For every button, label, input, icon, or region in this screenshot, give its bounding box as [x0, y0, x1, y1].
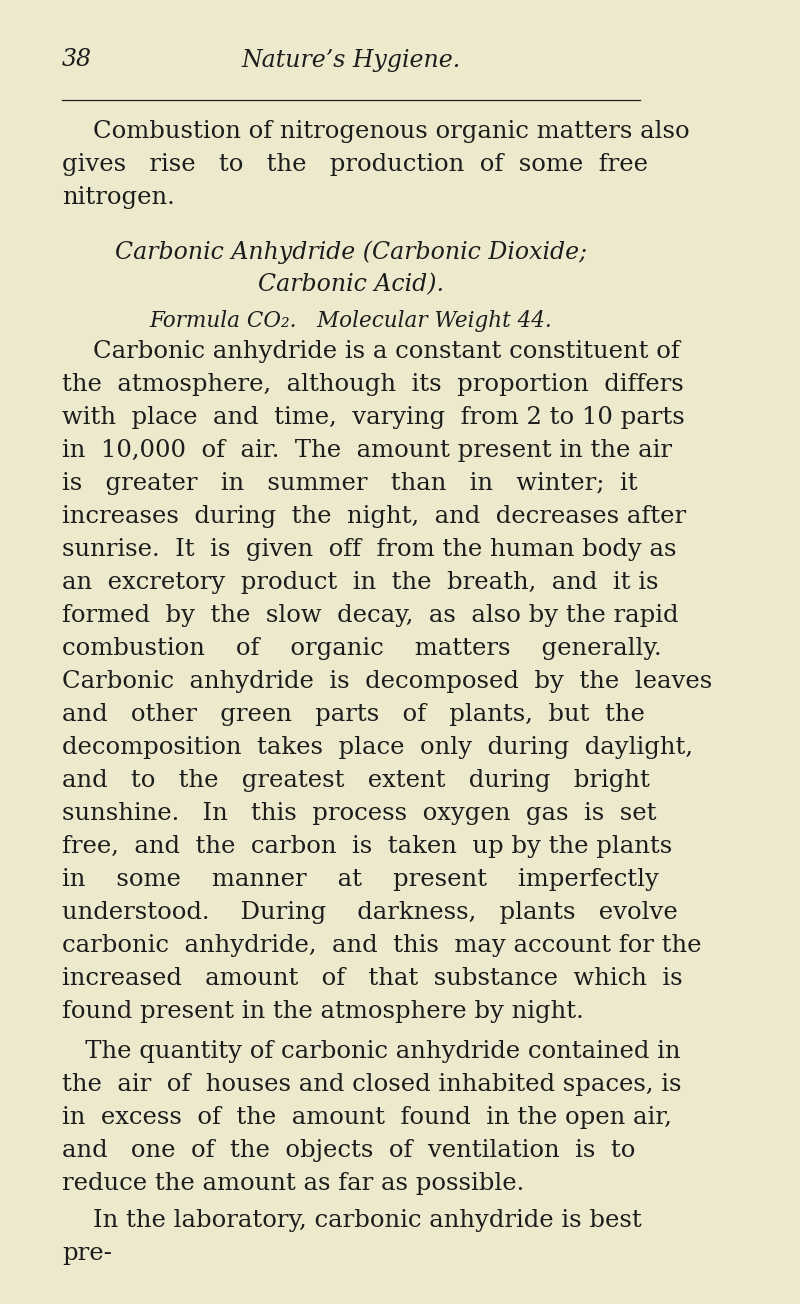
Text: the  air  of  houses and closed inhabited spaces, is: the air of houses and closed inhabited s…: [62, 1073, 682, 1095]
Text: reduce the amount as far as possible.: reduce the amount as far as possible.: [62, 1172, 524, 1194]
Text: Combustion of nitrogenous organic matters also: Combustion of nitrogenous organic matter…: [62, 120, 690, 143]
Text: with  place  and  time,  varying  from 2 to 10 parts: with place and time, varying from 2 to 1…: [62, 406, 685, 429]
Text: Carbonic Acid).: Carbonic Acid).: [258, 273, 444, 296]
Text: sunrise.  It  is  given  off  from the human body as: sunrise. It is given off from the human …: [62, 537, 677, 561]
Text: found present in the atmosphere by night.: found present in the atmosphere by night…: [62, 1000, 584, 1022]
Text: free,  and  the  carbon  is  taken  up by the plants: free, and the carbon is taken up by the …: [62, 835, 672, 858]
Text: and   one  of  the  objects  of  ventilation  is  to: and one of the objects of ventilation is…: [62, 1138, 635, 1162]
Text: in  excess  of  the  amount  found  in the open air,: in excess of the amount found in the ope…: [62, 1106, 672, 1129]
Text: Carbonic Anhydride (Carbonic Dioxide;: Carbonic Anhydride (Carbonic Dioxide;: [115, 240, 587, 263]
Text: Nature’s Hygiene.: Nature’s Hygiene.: [242, 48, 461, 72]
Text: The quantity of carbonic anhydride contained in: The quantity of carbonic anhydride conta…: [62, 1039, 681, 1063]
Text: pre-: pre-: [62, 1243, 112, 1265]
Text: sunshine.   In   this  process  oxygen  gas  is  set: sunshine. In this process oxygen gas is …: [62, 802, 657, 825]
Text: in    some    manner    at    present    imperfectly: in some manner at present imperfectly: [62, 868, 659, 891]
Text: decomposition  takes  place  only  during  daylight,: decomposition takes place only during da…: [62, 735, 693, 759]
Text: formed  by  the  slow  decay,  as  also by the rapid: formed by the slow decay, as also by the…: [62, 604, 678, 627]
Text: nitrogen.: nitrogen.: [62, 186, 174, 209]
Text: In the laboratory, carbonic anhydride is best: In the laboratory, carbonic anhydride is…: [62, 1209, 642, 1232]
Text: Formula CO₂.   Molecular Weight 44.: Formula CO₂. Molecular Weight 44.: [150, 310, 552, 333]
Text: the  atmosphere,  although  its  proportion  differs: the atmosphere, although its proportion …: [62, 373, 684, 396]
Text: in  10,000  of  air.  The  amount present in the air: in 10,000 of air. The amount present in …: [62, 439, 672, 462]
Text: increases  during  the  night,  and  decreases after: increases during the night, and decrease…: [62, 505, 686, 528]
Text: and   to   the   greatest   extent   during   bright: and to the greatest extent during bright: [62, 769, 650, 792]
Text: carbonic  anhydride,  and  this  may account for the: carbonic anhydride, and this may account…: [62, 934, 702, 957]
Text: gives   rise   to   the   production  of  some  free: gives rise to the production of some fre…: [62, 153, 648, 176]
Text: increased   amount   of   that  substance  which  is: increased amount of that substance which…: [62, 966, 682, 990]
Text: Carbonic anhydride is a constant constituent of: Carbonic anhydride is a constant constit…: [62, 340, 680, 363]
Text: Carbonic  anhydride  is  decomposed  by  the  leaves: Carbonic anhydride is decomposed by the …: [62, 670, 712, 692]
Text: an  excretory  product  in  the  breath,  and  it is: an excretory product in the breath, and …: [62, 571, 658, 593]
Text: 38: 38: [62, 48, 92, 72]
Text: understood.    During    darkness,   plants   evolve: understood. During darkness, plants evol…: [62, 901, 678, 925]
Text: and   other   green   parts   of   plants,  but  the: and other green parts of plants, but the: [62, 703, 645, 726]
Text: is   greater   in   summer   than   in   winter;  it: is greater in summer than in winter; it: [62, 472, 638, 496]
Text: combustion    of    organic    matters    generally.: combustion of organic matters generally.: [62, 636, 662, 660]
